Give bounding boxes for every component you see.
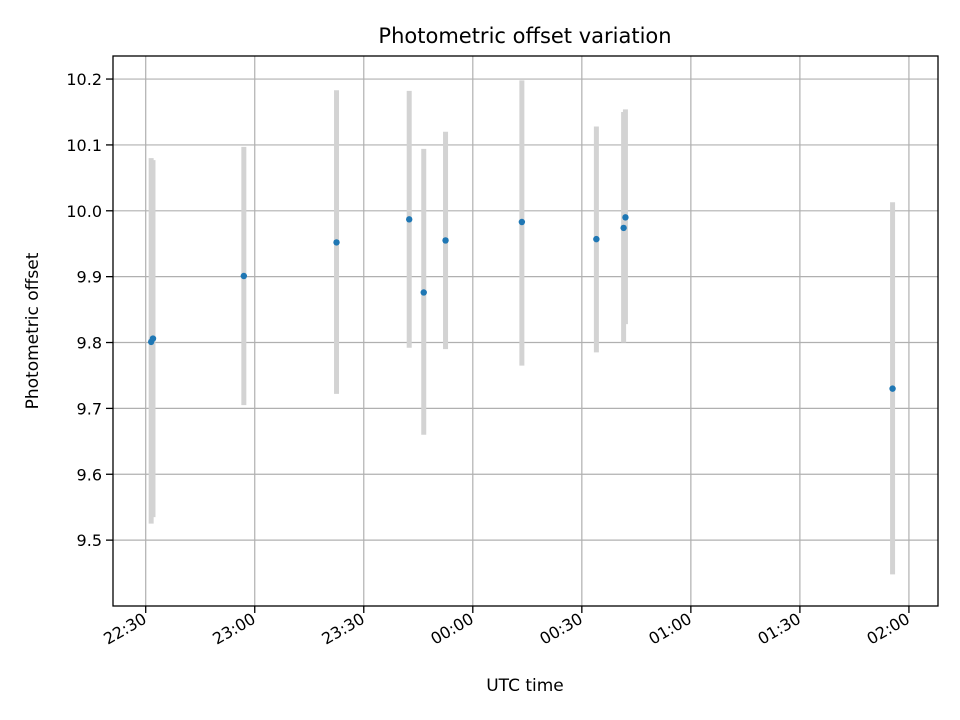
x-tick-label: 00:30 <box>536 609 585 649</box>
error-bars <box>148 80 896 575</box>
data-point <box>518 218 526 226</box>
plot-frame <box>112 55 939 607</box>
x-axis-label: UTC time <box>486 676 564 696</box>
data-point <box>333 239 340 246</box>
data-point <box>406 216 413 223</box>
y-tick-label: 9.8 <box>77 334 102 353</box>
x-tick-label: 01:00 <box>645 609 694 649</box>
y-axis-label: Photometric offset <box>23 252 43 409</box>
data-point <box>593 235 600 243</box>
x-axis-ticks: 22:30 23:00 23:30 00:00 00:30 01:00 01:30 02:00 <box>100 606 913 649</box>
y-tick-label: 9.6 <box>77 465 102 484</box>
y-tick-label: 10.2 <box>66 70 102 89</box>
data-points <box>147 214 896 392</box>
y-axis-ticks: 9.5 9.6 9.7 9.8 9.9 10.0 10.1 10.2 <box>66 70 113 550</box>
x-tick-label: 01:30 <box>754 609 803 649</box>
x-tick-label: 00:00 <box>427 609 476 649</box>
y-tick-label: 10.1 <box>66 136 102 155</box>
x-tick-label: 22:30 <box>100 609 149 649</box>
data-point <box>420 289 427 296</box>
y-tick-label: 10.0 <box>66 202 102 221</box>
data-point <box>620 224 627 232</box>
y-tick-label: 9.7 <box>77 399 102 418</box>
y-tick-label: 9.9 <box>77 268 102 287</box>
x-tick-label: 23:30 <box>318 609 367 649</box>
data-point <box>622 214 629 221</box>
x-tick-label: 23:00 <box>209 609 258 649</box>
data-point <box>442 237 449 244</box>
data-point <box>149 335 157 342</box>
y-tick-label: 9.5 <box>77 531 102 550</box>
x-tick-label: 02:00 <box>863 609 912 649</box>
data-point <box>889 385 896 392</box>
grid <box>113 56 938 606</box>
data-point <box>240 272 248 280</box>
chart-title: Photometric offset variation <box>378 24 671 48</box>
